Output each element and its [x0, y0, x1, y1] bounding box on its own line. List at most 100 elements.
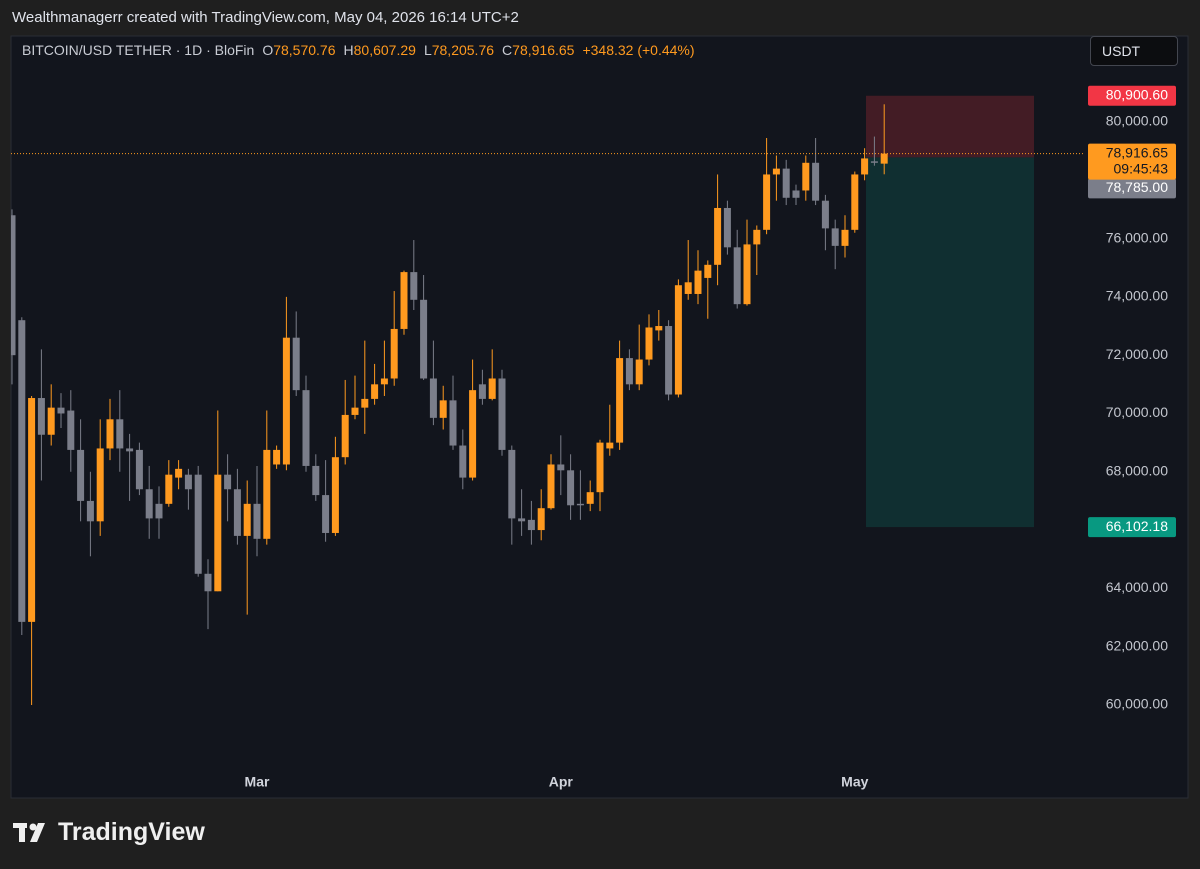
last-price-label: 78,916.65	[1106, 144, 1168, 160]
target-label: 66,102.18	[1106, 518, 1168, 534]
candle-body	[28, 398, 36, 622]
candle-body	[527, 519, 535, 531]
candle-body	[870, 161, 878, 163]
ohlc-value: 78,570.76	[273, 42, 336, 58]
candle-body	[145, 489, 153, 519]
candle-body	[655, 326, 663, 331]
candle-body	[753, 229, 761, 245]
candle-body	[47, 407, 55, 435]
candle-body	[361, 398, 369, 408]
candle-body	[400, 272, 408, 329]
candle-body	[488, 378, 496, 399]
candle-body	[704, 264, 712, 278]
legend: BITCOIN/USD TETHER · 1D · BloFin O78,570…	[22, 42, 695, 58]
y-tick-label: 68,000.00	[1106, 462, 1168, 478]
candle-body	[576, 503, 584, 506]
stop-label: 80,900.60	[1106, 86, 1168, 102]
y-tick-label: 60,000.00	[1106, 696, 1168, 712]
candle-body	[694, 270, 702, 294]
candle-body	[312, 465, 320, 496]
candle-body	[77, 449, 85, 501]
candle-body	[851, 174, 859, 230]
credit: Wealthmanagerr created with TradingView.…	[12, 9, 519, 26]
ohlc-key: O	[262, 42, 274, 58]
x-tick-label: Mar	[245, 774, 270, 790]
y-tick-label: 62,000.00	[1106, 637, 1168, 653]
candle-body	[625, 358, 633, 385]
candle-body	[645, 327, 653, 360]
candle-body	[420, 299, 428, 379]
candle-body	[341, 414, 349, 458]
candle-body	[557, 464, 565, 471]
ohlc-value: 80,607.29	[353, 42, 416, 58]
candle-body	[429, 378, 437, 418]
candle-body	[106, 419, 114, 449]
candle-body	[498, 378, 506, 450]
candle-body	[880, 153, 888, 164]
candle-body	[126, 448, 134, 452]
candle-body	[331, 457, 339, 533]
target-zone	[866, 157, 1034, 528]
entry-label-bg	[1088, 178, 1176, 199]
candle-body	[86, 500, 94, 522]
candle-body	[674, 285, 682, 395]
candle-body	[96, 448, 104, 522]
candle-body	[292, 337, 300, 391]
symbol: BITCOIN/USD TETHER · 1D · BloFin	[22, 42, 255, 58]
candle-body	[155, 503, 163, 519]
candle-body	[812, 162, 820, 201]
candle-body	[253, 503, 261, 539]
candle-body	[665, 326, 673, 395]
candle-body	[18, 320, 26, 622]
ohlc-key: L	[423, 42, 432, 58]
candle-body	[263, 449, 271, 539]
ohlc-key: C	[502, 42, 513, 58]
candle-body	[684, 282, 692, 294]
candle-body	[459, 445, 467, 478]
candle-body	[302, 390, 310, 466]
candle-body	[782, 168, 790, 198]
candle-body	[410, 272, 418, 300]
candle-body	[37, 398, 45, 435]
candle-body	[763, 174, 771, 230]
candle-body	[861, 158, 869, 175]
candle-body	[606, 442, 614, 449]
y-tick-label: 74,000.00	[1106, 288, 1168, 304]
price-axis: 60,000.0062,000.0064,000.0066,000.0068,0…	[1088, 85, 1176, 712]
y-tick-label: 70,000.00	[1106, 404, 1168, 420]
candle-body	[714, 207, 722, 265]
candle-body	[596, 442, 604, 493]
ohlc-key: H	[343, 42, 354, 58]
candle-body	[733, 247, 741, 305]
ohlc-value: 78,916.65	[512, 42, 575, 58]
candle-body	[214, 474, 222, 592]
y-tick-label: 76,000.00	[1106, 229, 1168, 245]
ohlc-value: 78,205.76	[431, 42, 495, 58]
entry-label: 78,785.00	[1106, 179, 1168, 195]
candle-body	[233, 489, 241, 536]
candle-body	[567, 470, 575, 506]
candle-body	[322, 495, 330, 533]
candle-body	[194, 474, 202, 574]
y-tick-label: 72,000.00	[1106, 346, 1168, 362]
candle-body	[841, 229, 849, 246]
candle-body	[792, 190, 800, 198]
plot-area	[11, 95, 1085, 705]
candle-body	[802, 162, 810, 191]
last-price-label-bg	[1088, 143, 1176, 180]
candle-body	[204, 573, 212, 592]
candle-body	[478, 384, 486, 399]
candle-body	[518, 518, 526, 522]
candle-body	[243, 503, 251, 536]
candle-body	[390, 328, 398, 379]
candle-body	[135, 449, 143, 490]
candle-body	[184, 474, 192, 490]
candle-body	[723, 207, 731, 248]
candle-body	[821, 200, 829, 229]
candle-body	[11, 215, 16, 356]
candle-body	[469, 390, 477, 478]
candle-body	[224, 474, 232, 490]
currency-button[interactable]: USDT	[1090, 36, 1178, 66]
candle-body	[67, 410, 75, 450]
